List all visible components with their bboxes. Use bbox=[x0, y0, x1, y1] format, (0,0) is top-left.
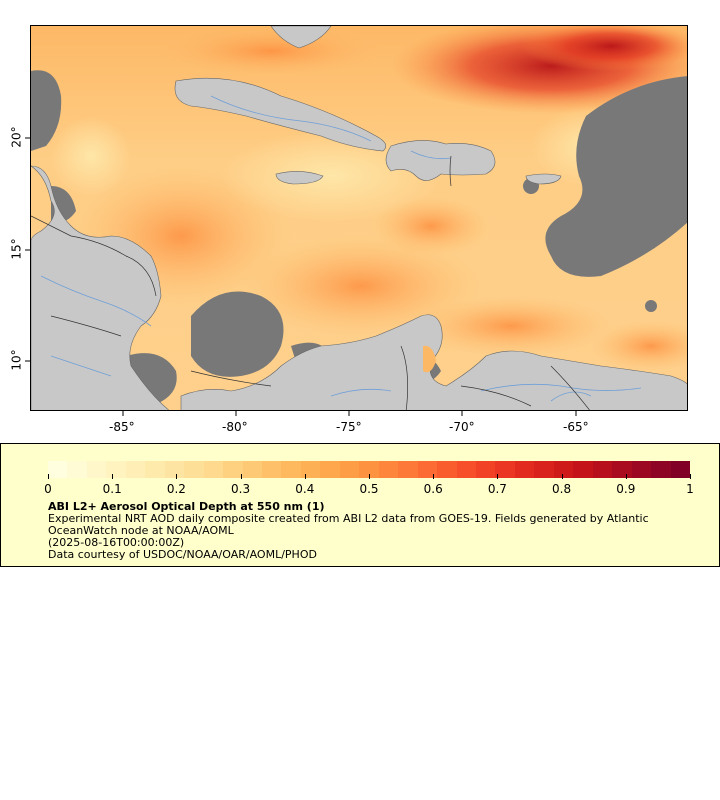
colorbar-swatch bbox=[573, 461, 593, 478]
colorbar-swatch bbox=[261, 461, 282, 478]
colorbar-tick bbox=[497, 474, 499, 479]
lat-tick-label: 20° bbox=[9, 126, 24, 148]
colorbar-tick bbox=[625, 474, 627, 479]
colorbar-tick bbox=[369, 474, 370, 479]
colorbar-swatch bbox=[475, 461, 496, 478]
colorbar-swatch bbox=[398, 461, 418, 478]
colorbar-swatch bbox=[359, 461, 379, 478]
colorbar-tick-label: 0.5 bbox=[359, 482, 379, 496]
central-america bbox=[31, 165, 170, 410]
lon-tick-label: -85° bbox=[109, 420, 135, 434]
colorbar-swatch bbox=[48, 461, 68, 478]
colorbar-tick-label: 0 bbox=[44, 482, 52, 496]
colorbar-swatch bbox=[456, 461, 476, 478]
colorbar-swatch bbox=[495, 461, 515, 478]
colorbar-swatch bbox=[184, 461, 204, 478]
legend-text: ABI L2+ Aerosol Optical Depth at 550 nm … bbox=[48, 501, 688, 561]
colorbar-swatch bbox=[86, 461, 107, 478]
jamaica bbox=[275, 171, 324, 185]
colorbar-swatch bbox=[651, 461, 671, 478]
colorbar-swatch bbox=[320, 461, 340, 478]
legend-credit: Data courtesy of USDOC/NOAA/OAR/AOML/PHO… bbox=[48, 548, 317, 561]
colorbar-tick-label: 0.3 bbox=[231, 482, 251, 496]
colorbar-tick bbox=[48, 474, 49, 479]
cuba bbox=[174, 77, 387, 152]
colorbar-tick-label: 1 bbox=[686, 482, 694, 496]
colorbar-tick bbox=[304, 474, 306, 479]
colorbar-swatch bbox=[300, 461, 321, 478]
legend-title: ABI L2+ Aerosol Optical Depth at 550 nm … bbox=[48, 500, 325, 513]
colorbar-swatch bbox=[242, 461, 262, 478]
colorbar-swatch bbox=[164, 461, 185, 478]
colorbar-tick bbox=[176, 474, 178, 479]
colorbar-tick bbox=[112, 474, 114, 479]
colorbar-tick-label: 0.2 bbox=[166, 482, 186, 496]
hispaniola bbox=[385, 140, 496, 181]
colorbar-swatch bbox=[592, 461, 613, 478]
colorbar-swatch bbox=[534, 461, 554, 478]
legend-panel: 0 0.1 0.2 0.3 0.4 0.5 0.6 0.7 0.8 0.9 1 ABI L2+ Ae… bbox=[0, 443, 720, 567]
colorbar-tick-label: 0.1 bbox=[102, 482, 122, 496]
colorbar-tick-label: 0.9 bbox=[616, 482, 636, 496]
colorbar-tick-label: 0.7 bbox=[487, 482, 507, 496]
lon-tick-label: -65° bbox=[563, 420, 589, 434]
lon-tick-label: -70° bbox=[449, 420, 475, 434]
colorbar-tick bbox=[240, 474, 242, 479]
colorbar-tick bbox=[433, 474, 435, 479]
colorbar-swatch bbox=[339, 461, 360, 478]
lon-tick-label: -80° bbox=[222, 420, 248, 434]
colorbar-tick bbox=[690, 474, 691, 479]
colorbar-swatch bbox=[514, 461, 535, 478]
map-panel[interactable] bbox=[30, 25, 688, 411]
colorbar-swatch bbox=[378, 461, 399, 478]
colorbar-tick-label: 0.6 bbox=[423, 482, 443, 496]
colorbar-tick-label: 0.4 bbox=[295, 482, 315, 496]
colorbar-tick bbox=[561, 474, 563, 479]
colorbar-tick-label: 0.8 bbox=[552, 482, 572, 496]
legend-description: Experimental NRT AOD daily composite cre… bbox=[48, 512, 649, 525]
colorbar-swatch bbox=[631, 461, 652, 478]
lat-tick-label: 10° bbox=[9, 349, 24, 371]
colorbar-swatch bbox=[203, 461, 224, 478]
colorbar-swatch bbox=[281, 461, 301, 478]
colorbar-swatch bbox=[612, 461, 632, 478]
borders bbox=[31, 155, 590, 410]
colorbar-swatch bbox=[417, 461, 438, 478]
colorbar bbox=[48, 461, 690, 478]
colorbar-swatch bbox=[553, 461, 574, 478]
colorbar-swatch bbox=[125, 461, 146, 478]
lon-tick-label: -75° bbox=[336, 420, 362, 434]
aod-map bbox=[31, 26, 687, 410]
lat-tick-label: 15° bbox=[9, 238, 24, 260]
colorbar-swatch bbox=[106, 461, 126, 478]
legend-date: (2025-08-16T00:00:00Z) bbox=[48, 536, 185, 549]
colorbar-swatch bbox=[145, 461, 165, 478]
legend-description: OceanWatch node at NOAA/AOML bbox=[48, 524, 234, 537]
colorbar-swatch bbox=[223, 461, 243, 478]
colorbar-swatch bbox=[437, 461, 457, 478]
rivers bbox=[40, 95, 642, 402]
map-axes bbox=[25, 137, 577, 416]
colorbar-swatch bbox=[67, 461, 87, 478]
colorbar-swatch bbox=[670, 461, 690, 478]
